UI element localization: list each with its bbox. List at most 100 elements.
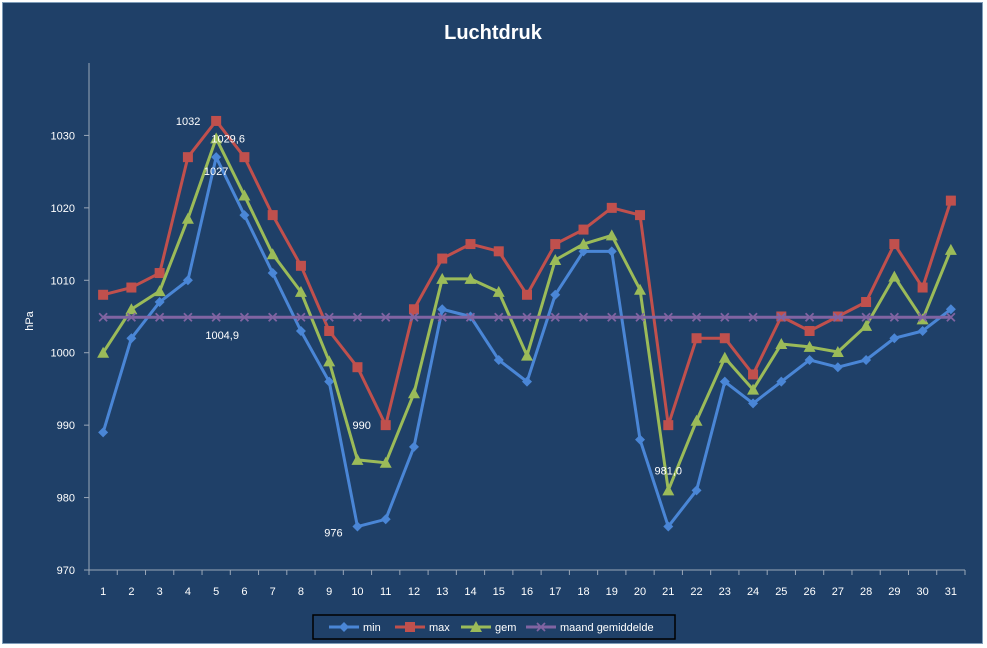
data-point: [804, 325, 815, 336]
data-point: [831, 345, 844, 357]
x-tick-label: 22: [690, 586, 702, 598]
data-point: [351, 453, 364, 465]
x-tick-label: 25: [775, 586, 787, 598]
x-tick-label: 9: [326, 586, 332, 598]
data-point: [211, 312, 221, 322]
data-point: [239, 210, 250, 221]
data-point: [379, 456, 392, 468]
data-point: [465, 312, 476, 322]
data-point: [182, 152, 193, 163]
x-axis-ticks: 1 2 3 4 5 6 7 8 9 10 11 12 13 14 15 16 17 18 19 20 21 22 23 24 2…: [88, 570, 966, 598]
x-tick-label: 3: [157, 586, 163, 598]
data-point: [380, 420, 391, 431]
data-point: [183, 312, 193, 322]
chart-title: Luchtdruk: [444, 22, 543, 44]
data-point: [889, 312, 899, 322]
data-point: [578, 224, 589, 235]
data-point: [945, 195, 956, 206]
data-label: 981,0: [655, 465, 683, 477]
x-tick-label: 6: [241, 586, 247, 598]
x-tick-label: 16: [521, 586, 533, 598]
y-tick-label: 970: [57, 565, 75, 577]
data-point: [691, 333, 702, 344]
data-point: [804, 354, 815, 365]
data-point: [324, 376, 335, 387]
data-point: [550, 239, 561, 250]
x-tick-label: 27: [832, 586, 844, 598]
data-point: [803, 340, 816, 352]
x-tick-label: 29: [888, 586, 900, 598]
legend-label: max: [429, 622, 450, 634]
data-point: [776, 376, 787, 387]
data-point: [352, 521, 363, 532]
data-point: [98, 427, 109, 438]
data-point: [405, 622, 415, 632]
data-point: [493, 246, 504, 257]
data-label: 1027: [204, 166, 228, 178]
data-point: [720, 312, 730, 322]
data-point: [126, 333, 137, 344]
x-tick-label: 1: [100, 586, 106, 598]
data-point: [635, 312, 645, 322]
x-tick-label: 14: [464, 586, 476, 598]
data-point: [295, 260, 306, 271]
data-point: [437, 304, 448, 315]
data-point: [492, 285, 505, 297]
y-tick-label: 1030: [51, 130, 75, 142]
data-point: [635, 210, 646, 221]
x-tick-label: 12: [408, 586, 420, 598]
data-point: [550, 312, 560, 322]
data-point: [267, 210, 278, 221]
data-point: [381, 312, 391, 322]
data-point: [861, 312, 871, 322]
data-point: [98, 289, 109, 300]
data-point: [719, 376, 730, 387]
data-label: 990: [353, 420, 371, 432]
y-axis-label: hPa: [24, 310, 36, 330]
data-point: [239, 312, 250, 322]
data-point: [550, 289, 561, 300]
x-tick-label: 17: [549, 586, 561, 598]
data-point: [154, 297, 165, 308]
data-point: [437, 312, 447, 322]
data-point: [464, 272, 477, 284]
data-point: [549, 254, 562, 266]
series-maand-gemiddelde: [98, 312, 956, 322]
legend-label: gem: [495, 622, 516, 634]
data-point: [126, 282, 137, 293]
data-point: [97, 346, 110, 358]
data-point: [408, 441, 419, 452]
data-point: [606, 246, 617, 257]
data-point: [239, 152, 250, 163]
data-point: [889, 239, 900, 250]
data-point: [747, 383, 760, 395]
data-point: [748, 369, 759, 380]
data-label: 976: [324, 528, 342, 540]
legend-item: max: [395, 622, 450, 634]
data-point: [917, 282, 928, 293]
data-point: [266, 248, 279, 260]
data-point: [126, 312, 137, 322]
x-tick-label: 8: [298, 586, 304, 598]
data-label: 1032: [176, 116, 200, 128]
data-point: [125, 303, 138, 315]
x-tick-label: 18: [577, 586, 589, 598]
y-tick-label: 1010: [51, 275, 75, 287]
data-point: [605, 229, 618, 241]
data-point: [889, 333, 900, 344]
data-point: [182, 275, 193, 286]
data-point: [663, 420, 674, 431]
data-point: [155, 312, 165, 322]
y-axis-ticks: 970 980 990 1000 1010 1020 1030: [51, 130, 89, 577]
y-tick-label: 1020: [51, 203, 75, 215]
data-point: [945, 304, 956, 315]
data-point: [436, 272, 449, 284]
x-tick-label: 23: [719, 586, 731, 598]
series-min: [98, 152, 956, 532]
x-tick-label: 24: [747, 586, 759, 598]
legend-label: min: [363, 622, 381, 634]
data-point: [833, 312, 843, 322]
data-point: [776, 312, 786, 322]
series-gem: [97, 132, 957, 496]
data-point: [946, 312, 956, 322]
